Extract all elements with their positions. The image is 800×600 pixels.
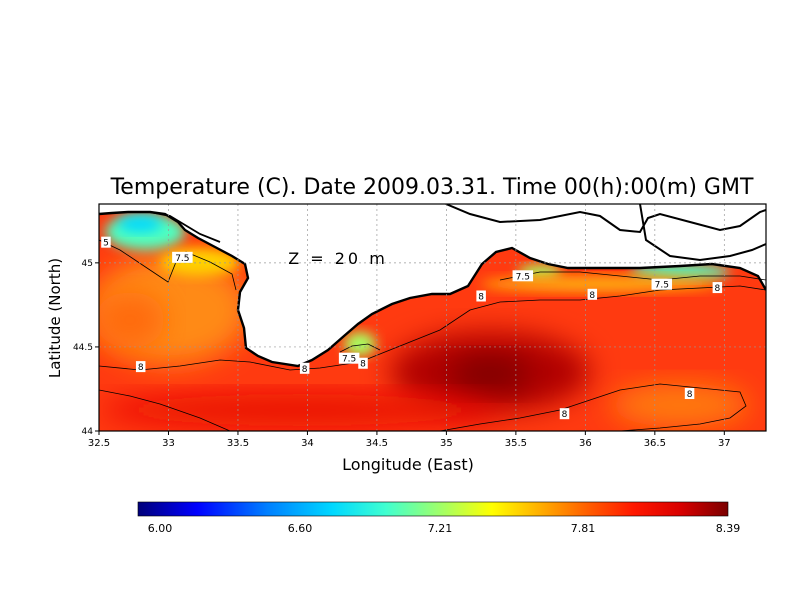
contour-label-text: 8 <box>589 291 595 301</box>
contour-labels: 5 7.5 7.5 8 8 8 8 7.5 8 7.5 8 8 8 <box>101 236 723 420</box>
colorbar-labels: 6.00 6.60 7.21 7.81 8.39 <box>148 522 741 535</box>
cool-patch-west-core <box>118 216 162 232</box>
y-tick-label: 44 <box>82 427 94 437</box>
colorbar-label: 6.00 <box>148 522 173 535</box>
sse-orange-region <box>610 383 750 427</box>
contour-label: 8 <box>135 361 146 373</box>
coastline <box>99 210 766 368</box>
colorbar-label: 6.60 <box>288 522 313 535</box>
x-axis-ticks: 32.5 33 33.5 34 34.5 35 35.5 36 36.5 37 <box>88 431 731 449</box>
colorbar-label: 8.39 <box>716 522 741 535</box>
contour-label-text: 8 <box>714 284 720 294</box>
x-tick-label: 33.5 <box>227 438 249 449</box>
inland-coast-2 <box>639 204 766 262</box>
x-tick-label: 32.5 <box>88 438 110 449</box>
contour-label-text: 8 <box>302 365 308 375</box>
contour-label: 7.5 <box>338 352 360 365</box>
contour-label-bg <box>684 388 695 400</box>
x-tick-label: 35.5 <box>505 438 527 449</box>
warm-south-band <box>100 394 500 426</box>
contour-label: 8 <box>684 388 695 400</box>
contour-label-bg <box>476 290 486 302</box>
y-axis-ticks: 44 44.5 45 <box>73 259 99 437</box>
contour-label: 8 <box>712 282 723 294</box>
x-tick-label: 33 <box>162 438 175 449</box>
contour-label-bg <box>299 362 310 374</box>
land-crimea <box>99 204 766 366</box>
contour-label-bg <box>135 361 146 373</box>
contour-label: 8 <box>587 288 598 301</box>
contour-label: 7.5 <box>512 270 534 282</box>
x-tick-label: 34.5 <box>366 438 388 449</box>
contour-label: 8 <box>559 408 570 420</box>
colorbar-label: 7.21 <box>428 522 453 535</box>
contour-label-bg <box>587 288 598 300</box>
x-axis-label: Longitude (East) <box>342 455 474 474</box>
contour-label: 8 <box>358 357 368 370</box>
x-tick-label: 35 <box>440 438 453 449</box>
contour-label-text: 7.5 <box>175 254 189 264</box>
inland-coast-1 <box>445 204 766 234</box>
contour-label: 5 <box>101 236 111 249</box>
colorbar-label: 7.81 <box>571 522 596 535</box>
contour-label-text: 5 <box>103 239 109 249</box>
sea-area <box>99 212 766 431</box>
contour-label: 8 <box>299 362 310 375</box>
warm-core-inner <box>450 356 530 392</box>
contour-7-5-coast <box>499 271 766 281</box>
x-tick-label: 34 <box>301 438 314 449</box>
contour-label-text: 8 <box>478 292 484 302</box>
contour-label-bg <box>101 236 111 248</box>
depth-label: Z = 20 m <box>288 249 388 268</box>
contour-label: 7.5 <box>172 251 193 264</box>
y-tick-label: 44.5 <box>73 343 93 353</box>
contour-label: 8 <box>476 290 486 302</box>
gridlines <box>99 204 766 431</box>
contour-label-bg <box>358 357 368 369</box>
contour-8-sw <box>99 389 231 431</box>
contour-label-text: 8 <box>138 363 144 373</box>
contour-8-south <box>99 285 766 371</box>
contour-8-se <box>439 383 747 431</box>
contour-label-bg <box>512 270 534 282</box>
contour-label: 7.5 <box>651 278 673 291</box>
contour-label-bg <box>172 251 193 263</box>
contour-label-text: 8 <box>562 410 568 420</box>
inland-coast-3 <box>149 211 221 243</box>
contour-label-bg <box>559 408 570 420</box>
colorbar <box>137 501 729 517</box>
contour-label-text: 7.5 <box>342 355 356 365</box>
y-axis-label: Latitude (North) <box>46 258 64 378</box>
contour-label-bg <box>712 282 723 294</box>
x-tick-label: 36.5 <box>644 438 666 449</box>
plot-frame <box>98 203 767 432</box>
cool-patch-south-coast <box>344 332 376 356</box>
plot-title: Temperature (C). Date 2009.03.31. Time 0… <box>110 175 754 200</box>
contour-label-text: 7.5 <box>516 272 530 282</box>
contour-label-text: 8 <box>687 390 693 400</box>
y-tick-label: 45 <box>82 259 93 269</box>
contour-label-text: 7.5 <box>655 281 669 291</box>
x-tick-label: 36 <box>579 438 592 449</box>
x-tick-label: 37 <box>718 438 731 449</box>
contour-label-text: 8 <box>360 360 366 370</box>
contour-label-bg <box>338 352 360 364</box>
contour-label-bg <box>651 278 673 290</box>
sea-temperature-field <box>99 204 766 431</box>
warm-nw-core <box>99 292 165 348</box>
